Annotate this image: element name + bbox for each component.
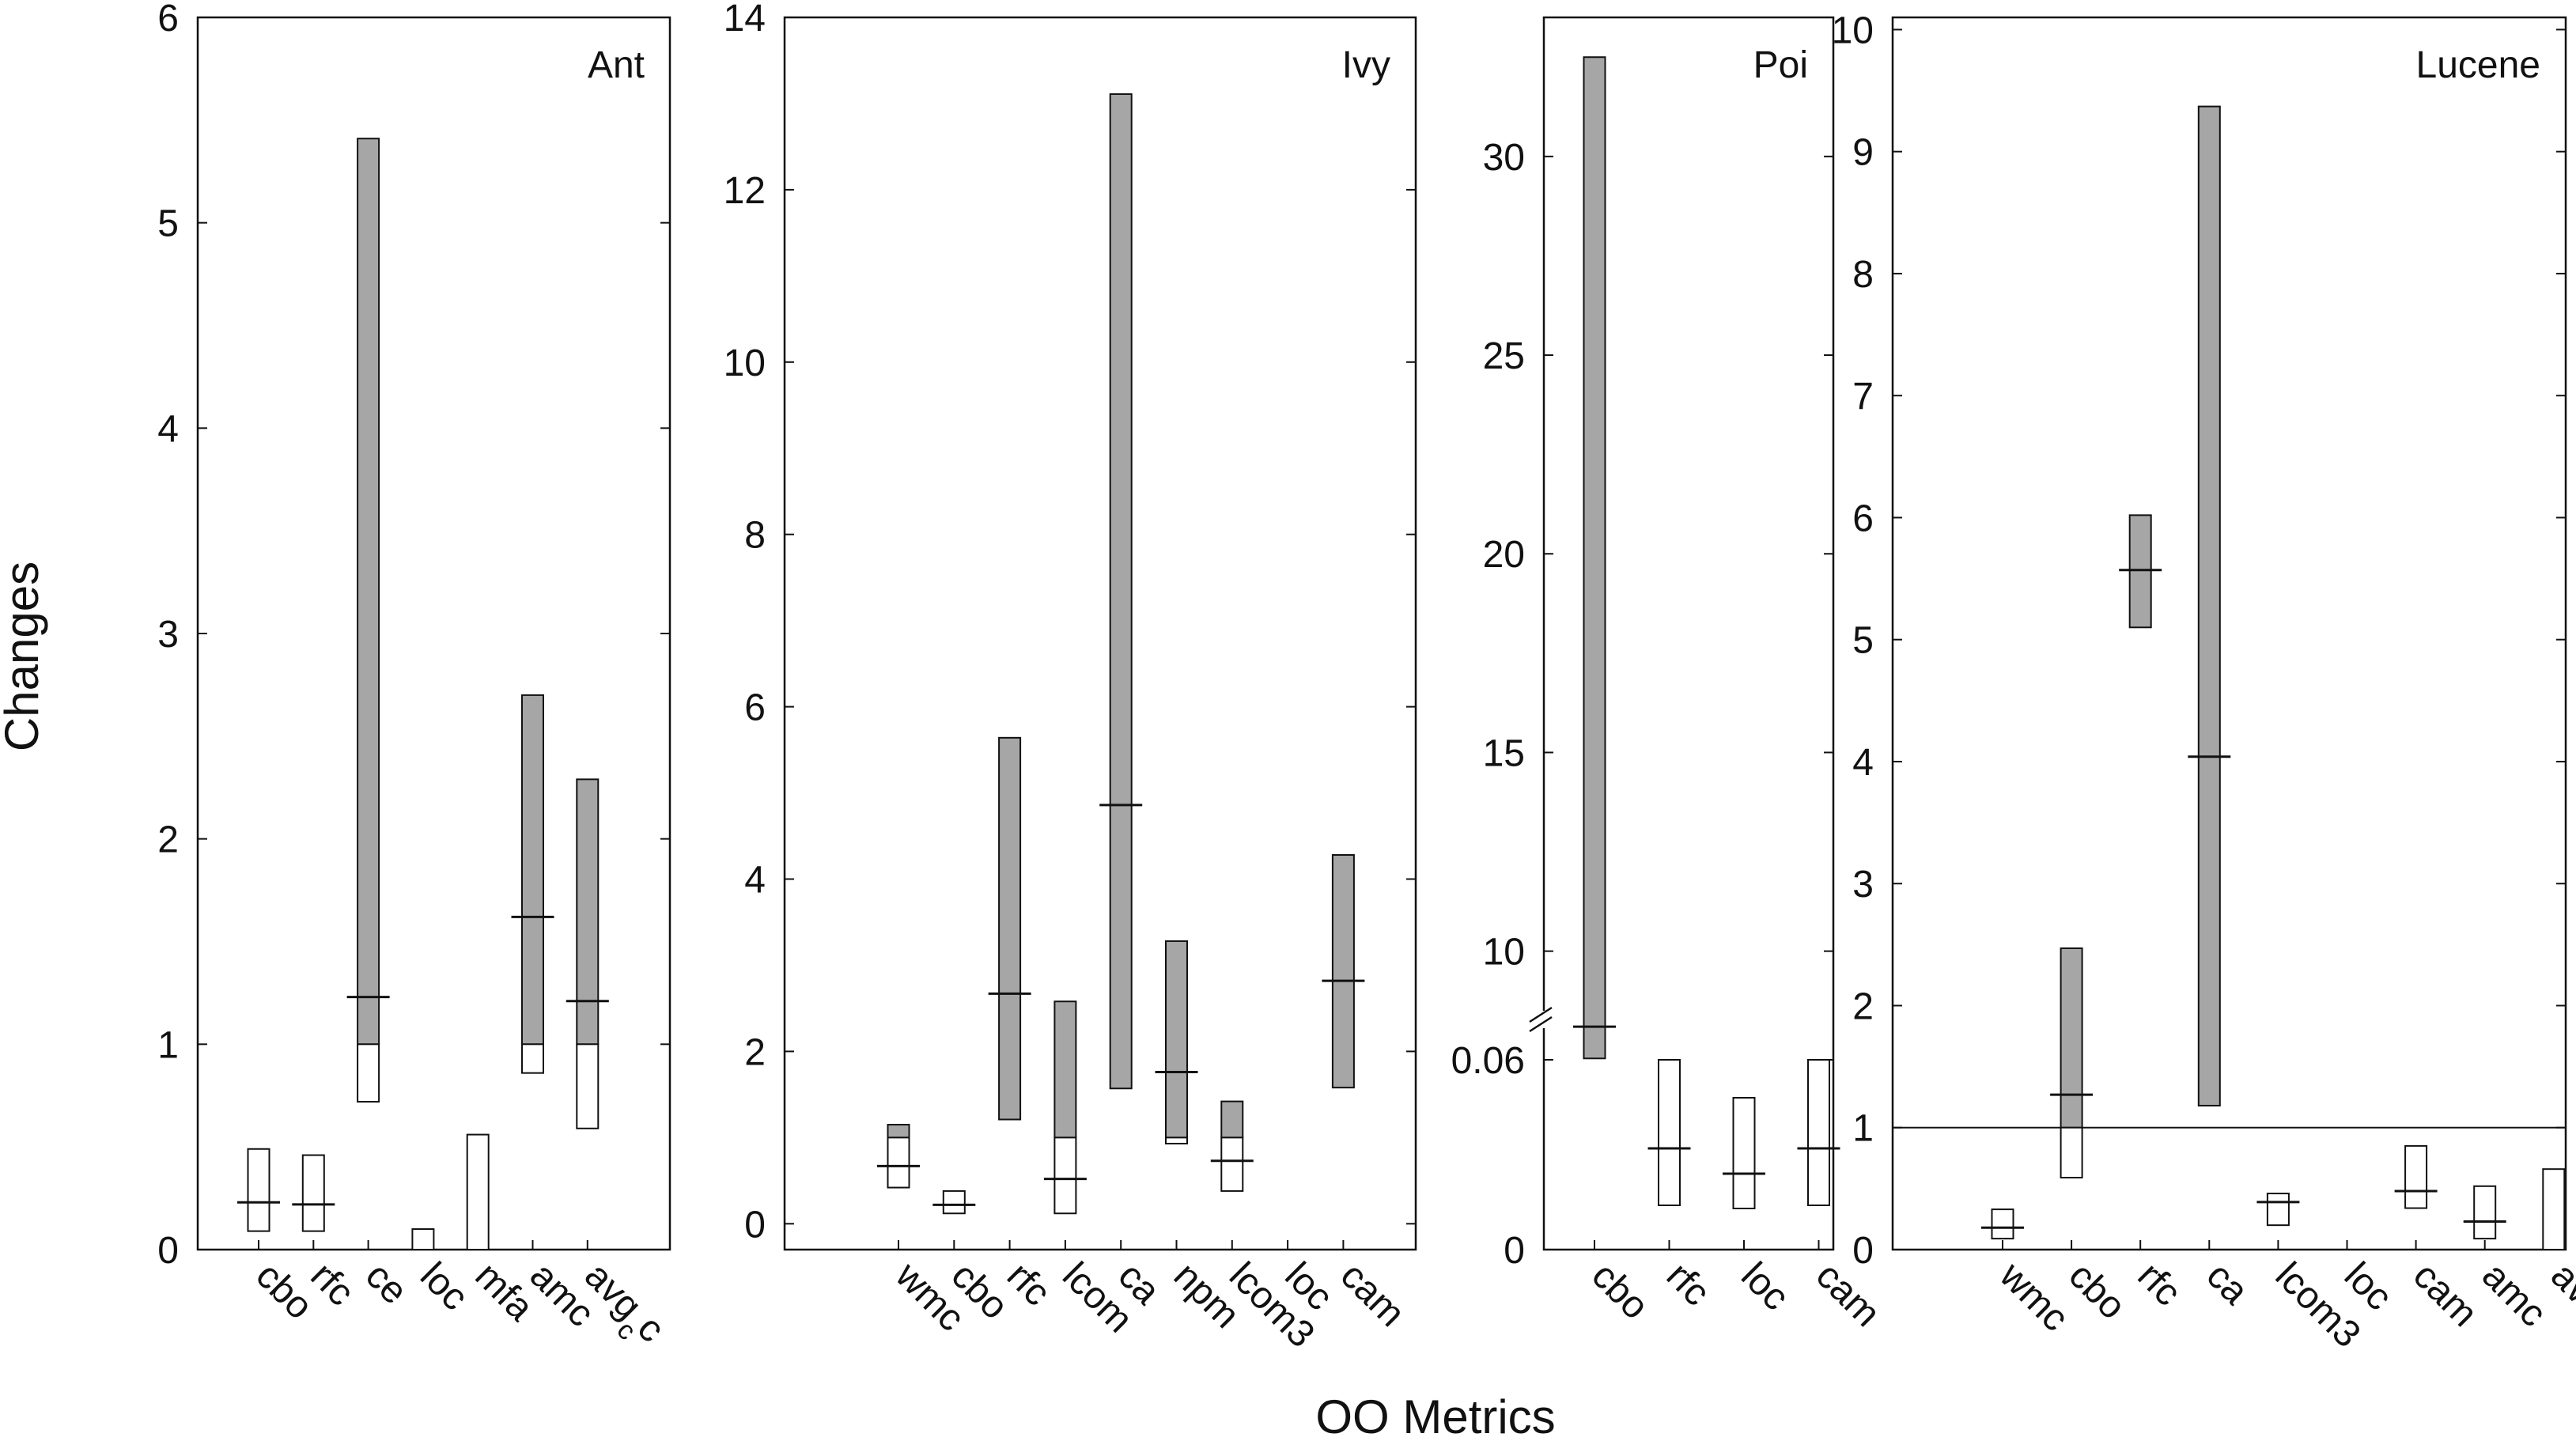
y-tick-label: 1 bbox=[1852, 1108, 1874, 1150]
bar-above-one bbox=[1331, 854, 1355, 1089]
panel-frame bbox=[1542, 16, 1835, 1251]
y-tick-label: 15 bbox=[1483, 732, 1525, 774]
bar-below-one bbox=[576, 1043, 600, 1129]
bar-above-one bbox=[1165, 940, 1188, 1139]
panel-title: Ant bbox=[588, 44, 645, 86]
x-tick-label: cam bbox=[1333, 1254, 1413, 1335]
x-tick-label: amc bbox=[2474, 1254, 2555, 1335]
axis-break-gap bbox=[1528, 1011, 1560, 1028]
y-tick-label: 9 bbox=[1852, 132, 1874, 174]
bar-below-one bbox=[466, 1133, 490, 1250]
bar-above-one bbox=[2060, 947, 2083, 1129]
bar-above-one bbox=[887, 1124, 910, 1139]
panel-title: Lucene bbox=[2416, 44, 2540, 86]
panel-frame bbox=[196, 16, 671, 1251]
bar-above-one bbox=[357, 138, 380, 1046]
y-tick-label: 5 bbox=[157, 203, 179, 245]
x-tick-label: loc bbox=[1733, 1254, 1797, 1318]
y-tick-label: 0.06 bbox=[1451, 1040, 1525, 1082]
panel-ivy: 02468101214Ivywmccborfclcomcanpmlcom3loc… bbox=[724, 0, 1417, 1356]
y-tick-label: 10 bbox=[1483, 932, 1525, 974]
x-tick-label: ca bbox=[2199, 1254, 2257, 1313]
y-tick-label: 0 bbox=[1504, 1230, 1525, 1272]
bar-below-one bbox=[1220, 1137, 1244, 1192]
y-tick-label: 10 bbox=[1832, 9, 1874, 51]
bar-below-one bbox=[1053, 1137, 1077, 1215]
y-tick-label: 5 bbox=[1852, 620, 1874, 662]
y-tick-label: 2 bbox=[157, 819, 179, 861]
bar-above-one bbox=[1053, 1000, 1077, 1139]
y-tick-label: 10 bbox=[724, 342, 766, 384]
y-tick-label: 6 bbox=[744, 687, 766, 729]
y-tick-label: 2 bbox=[1852, 985, 1874, 1027]
y-tick-label: 3 bbox=[157, 614, 179, 656]
y-tick-label: 25 bbox=[1483, 335, 1525, 377]
x-tick-label: ce bbox=[357, 1254, 415, 1312]
bar-below-one bbox=[887, 1137, 910, 1189]
bar-below-one bbox=[357, 1043, 380, 1103]
bar-above-one bbox=[2128, 514, 2152, 629]
bar-above-one bbox=[2197, 105, 2221, 1106]
x-axis-title: OO Metrics bbox=[1315, 1390, 1555, 1441]
x-tick-label: cam bbox=[1808, 1254, 1889, 1335]
y-tick-label: 8 bbox=[1852, 254, 1874, 296]
panel-title: Ivy bbox=[1342, 44, 1390, 86]
x-tick-label: rfc bbox=[1659, 1254, 1718, 1314]
x-tick-label: cbo bbox=[2060, 1254, 2133, 1327]
y-tick-label: 30 bbox=[1483, 137, 1525, 179]
y-tick-label: 1 bbox=[157, 1024, 179, 1066]
bar-above-one bbox=[576, 778, 600, 1046]
y-tick-label: 6 bbox=[157, 0, 179, 40]
bar-below-one bbox=[301, 1154, 325, 1232]
x-tick-label: cbo bbox=[1583, 1254, 1656, 1327]
axis-break-mark bbox=[1529, 1016, 1553, 1033]
bar-below-one bbox=[1732, 1097, 1756, 1209]
bar-above-one bbox=[998, 736, 1022, 1121]
bar-below-one bbox=[1807, 1059, 1830, 1206]
y-tick-label: 14 bbox=[724, 0, 766, 40]
bar-below-one bbox=[1165, 1137, 1188, 1144]
y-tick-label: 0 bbox=[1852, 1230, 1874, 1272]
bar-below-one bbox=[1658, 1059, 1681, 1206]
x-tick-label: loc bbox=[412, 1254, 476, 1318]
y-tick-label: 20 bbox=[1483, 534, 1525, 576]
y-tick-label: 8 bbox=[744, 515, 766, 557]
panel-title: Poi bbox=[1753, 44, 1808, 86]
bar-above-one bbox=[1109, 93, 1133, 1090]
panel-frame bbox=[1891, 16, 2567, 1251]
bar-below-one bbox=[2060, 1126, 2083, 1178]
y-axis-title: Changes bbox=[0, 562, 48, 751]
y-tick-label: 0 bbox=[744, 1204, 766, 1246]
bar-below-one bbox=[2473, 1185, 2497, 1240]
bar-below-one bbox=[521, 1043, 544, 1074]
y-tick-label: 4 bbox=[1852, 742, 1874, 784]
y-tick-label: 2 bbox=[744, 1031, 766, 1073]
y-tick-label: 12 bbox=[724, 170, 766, 212]
axis-break-mark bbox=[1529, 1006, 1553, 1023]
y-tick-label: 0 bbox=[157, 1230, 179, 1272]
bar-below-one bbox=[942, 1189, 966, 1215]
x-tick-label: cam bbox=[2405, 1254, 2486, 1335]
panel-frame bbox=[783, 16, 1417, 1251]
y-tick-label: 3 bbox=[1852, 864, 1874, 906]
bar-below-one bbox=[411, 1228, 435, 1250]
bar-below-one bbox=[2266, 1193, 2290, 1227]
bar-above-one bbox=[521, 694, 544, 1046]
y-tick-label: 4 bbox=[157, 408, 179, 450]
y-tick-label: 7 bbox=[1852, 376, 1874, 418]
bar-below-one bbox=[2542, 1168, 2566, 1250]
y-tick-label: 4 bbox=[744, 860, 766, 902]
y-tick-label: 6 bbox=[1852, 497, 1874, 539]
bar-above-one bbox=[1583, 56, 1606, 1060]
x-tick-label: rfc bbox=[2129, 1254, 2188, 1314]
x-tick-label: wmc bbox=[1992, 1254, 2077, 1340]
bar-below-one bbox=[1991, 1208, 2014, 1240]
bar-above-one bbox=[1220, 1100, 1244, 1139]
bar-below-one bbox=[247, 1148, 270, 1232]
bar-below-one bbox=[2404, 1144, 2428, 1209]
